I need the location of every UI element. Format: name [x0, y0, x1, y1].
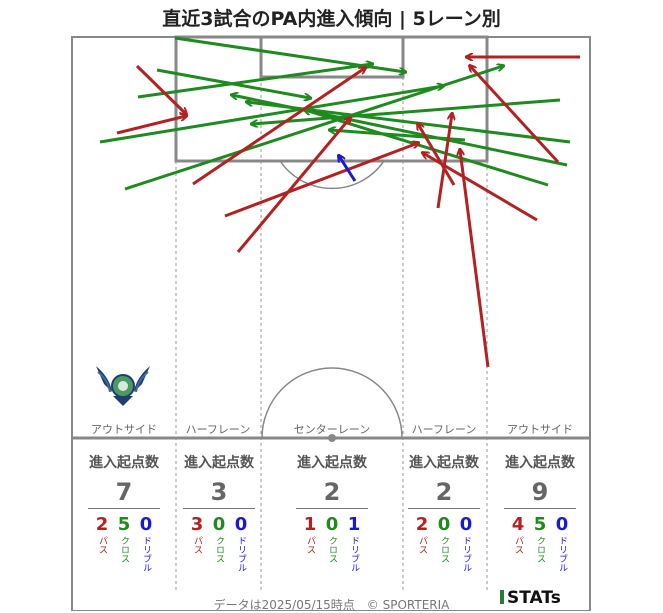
lane-stats-center: 進入起点数 2 1 パス 0 クロス 1 ドリブル — [287, 452, 377, 572]
cross-arrow — [124, 66, 503, 191]
dribble-label: ドリブル — [557, 536, 567, 572]
pass-arrow — [423, 153, 538, 222]
stat-total: 2 — [435, 478, 453, 506]
cross-count: 0 — [212, 514, 226, 535]
cross-arrow — [305, 110, 549, 187]
cross-count: 5 — [117, 514, 131, 535]
stat-header: 進入起点数 — [89, 455, 159, 471]
stat-divider — [296, 508, 368, 509]
pass-label: パス — [513, 536, 523, 554]
dribble-label: ドリブル — [349, 536, 359, 572]
cross-arrow — [252, 98, 561, 124]
cross-label: クロス — [214, 536, 224, 563]
cross-arrow — [174, 36, 405, 72]
pass-arrow — [436, 114, 452, 209]
pass-arrow — [192, 68, 365, 186]
stat-total: 2 — [323, 478, 341, 506]
pass-count: 1 — [303, 514, 317, 535]
cross-label: クロス — [535, 536, 545, 563]
pass-arrow — [224, 143, 418, 218]
center-spot — [328, 434, 336, 442]
stat-header: 進入起点数 — [184, 455, 254, 471]
stat-header: 進入起点数 — [505, 455, 575, 471]
pass-arrow — [116, 116, 186, 135]
stat-header: 進入起点数 — [297, 455, 367, 471]
dribble-label: ドリブル — [236, 536, 246, 572]
lane-stats-halfspace-left: 進入起点数 3 3 パス 0 クロス 0 ドリブル — [174, 452, 264, 572]
cross-arrows — [99, 36, 571, 191]
pass-label: パス — [192, 536, 202, 554]
pass-label: パス — [417, 536, 427, 554]
cross-arrow — [137, 64, 372, 99]
lane-name-outside-left: アウトサイド — [91, 423, 157, 436]
page-title: 直近3試合のPA内進入傾向 | 5レーン別 — [162, 8, 501, 30]
dribble-count: 0 — [555, 514, 569, 535]
stat-header: 進入起点数 — [409, 455, 479, 471]
logo-bar-icon — [500, 590, 504, 604]
pass-arrow — [418, 124, 456, 186]
cross-label: クロス — [119, 536, 129, 563]
pass-count: 2 — [415, 514, 429, 535]
pass-arrow — [460, 150, 490, 368]
dribble-arrows — [339, 156, 357, 182]
center-circle — [261, 367, 403, 439]
lane-stats-halfspace-right: 進入起点数 2 2 パス 0 クロス 0 ドリブル — [399, 452, 489, 572]
cross-label: クロス — [439, 536, 449, 563]
winged-crest-icon — [96, 366, 150, 406]
dribble-count: 1 — [347, 514, 361, 535]
logo-text: STATs — [507, 588, 561, 608]
lane-name-halfspace-right: ハーフレーン — [411, 423, 477, 436]
lane-name-center: センターレーン — [293, 423, 371, 436]
lane-name-halfspace-left: ハーフレーン — [185, 423, 251, 436]
lane-name-outside-right: アウトサイド — [507, 423, 573, 436]
pass-label: パス — [305, 536, 315, 554]
cross-arrow — [99, 86, 443, 144]
stat-divider — [408, 508, 480, 509]
pass-count: 3 — [190, 514, 204, 535]
pass-arrow — [135, 64, 186, 114]
dribble-count: 0 — [139, 514, 153, 535]
dribble-label: ドリブル — [461, 536, 471, 572]
cross-count: 0 — [437, 514, 451, 535]
cross-count: 5 — [533, 514, 547, 535]
cross-count: 0 — [325, 514, 339, 535]
stat-divider — [504, 508, 576, 509]
dribble-count: 0 — [459, 514, 473, 535]
stat-total: 9 — [531, 478, 549, 506]
cross-arrow — [232, 95, 568, 167]
stats-logo: STATs — [500, 588, 561, 608]
pass-count: 2 — [95, 514, 109, 535]
cross-label: クロス — [327, 536, 337, 563]
stat-total: 7 — [115, 478, 133, 506]
cross-arrow — [156, 68, 310, 98]
stat-divider — [88, 508, 160, 509]
stat-total: 3 — [210, 478, 228, 506]
pass-count: 4 — [511, 514, 525, 535]
pass-label: パス — [97, 536, 107, 554]
goal-area — [259, 35, 405, 79]
dribble-label: ドリブル — [141, 536, 151, 572]
pass-arrow — [470, 66, 560, 164]
lane-stats-outside-left: 進入起点数 7 2 パス 5 クロス 0 ドリブル — [79, 452, 169, 572]
dribble-count: 0 — [234, 514, 248, 535]
penalty-arc — [279, 160, 385, 190]
footer-note: データは2025/05/15時点 © SPORTERIA — [213, 598, 450, 612]
stat-divider — [183, 508, 255, 509]
dribble-arrow — [339, 156, 357, 182]
pass-arrows — [116, 57, 580, 368]
lane-stats-outside-right: 進入起点数 9 4 パス 5 クロス 0 ドリブル — [495, 452, 585, 572]
pass-arrow — [236, 118, 350, 253]
cross-arrow — [330, 130, 466, 142]
